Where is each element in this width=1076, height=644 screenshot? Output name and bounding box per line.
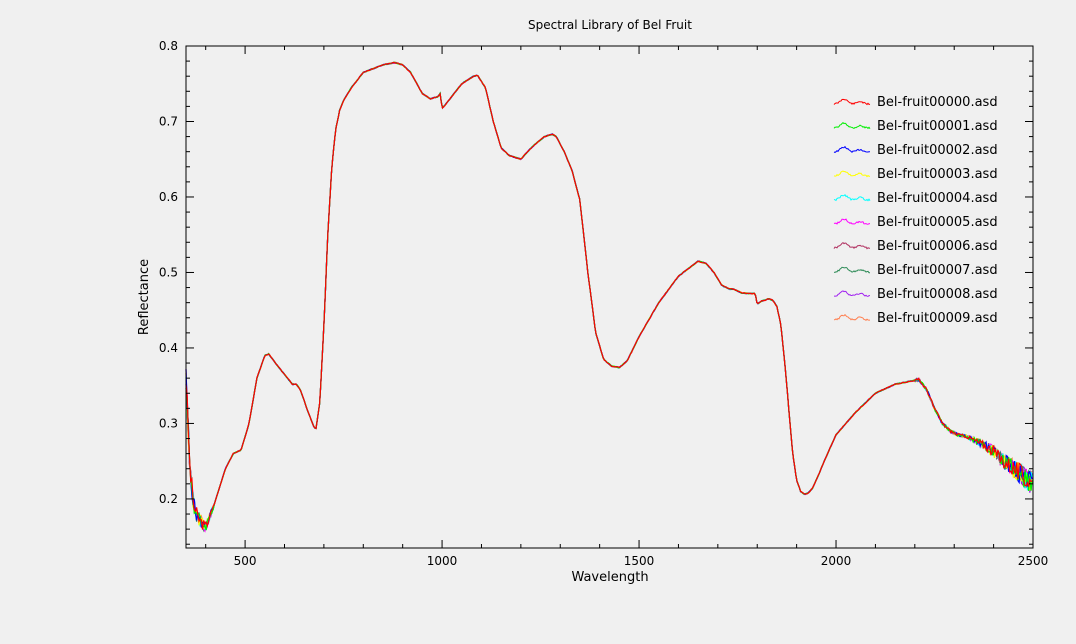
y-tick-label-6: 0.8 xyxy=(159,39,178,53)
x-tick-label-1: 1000 xyxy=(427,554,458,568)
legend-label-8: Bel-fruit00008.asd xyxy=(877,287,998,302)
x-axis-title: Wavelength xyxy=(571,570,648,585)
series-line-0 xyxy=(185,61,1033,530)
legend-swatch-7 xyxy=(833,266,870,274)
legend-swatch-5 xyxy=(833,218,871,225)
legend-swatch-4 xyxy=(833,194,871,202)
plot-frame xyxy=(185,45,1034,549)
x-tick-label-3: 2000 xyxy=(821,554,852,568)
legend-label-3: Bel-fruit00003.asd xyxy=(877,167,998,182)
y-tick-label-4: 0.6 xyxy=(159,190,178,204)
legend-swatch-3 xyxy=(833,170,871,178)
legend-label-7: Bel-fruit00007.asd xyxy=(877,263,998,278)
legend-label-6: Bel-fruit00006.asd xyxy=(877,239,998,254)
legend-swatch-6 xyxy=(833,241,870,250)
chart-title: Spectral Library of Bel Fruit xyxy=(528,18,692,32)
axis-ticks: 0.2 0.3 0.4 0.5 0.6 0.7 0.8 500 1000 1500 2000 2500 xyxy=(159,39,1048,568)
y-tick-label-5: 0.7 xyxy=(159,114,178,128)
y-tick-label-2: 0.4 xyxy=(159,341,178,355)
x-tick-label-2: 1500 xyxy=(624,554,655,568)
legend-label-1: Bel-fruit00001.asd xyxy=(877,119,998,134)
legend: Bel-fruit00000.asd Bel-fruit00001.asd Bel-… xyxy=(833,95,998,326)
legend-label-2: Bel-fruit00002.asd xyxy=(877,143,998,158)
legend-swatch-1 xyxy=(833,122,871,130)
legend-label-4: Bel-fruit00004.asd xyxy=(877,191,998,206)
legend-label-9: Bel-fruit00009.asd xyxy=(877,311,998,326)
series-layer xyxy=(185,61,1033,533)
y-tick-label-0: 0.2 xyxy=(159,492,178,506)
legend-swatch-2 xyxy=(833,145,871,154)
legend-swatch-8 xyxy=(834,290,870,297)
x-tick-label-0: 500 xyxy=(234,554,257,568)
legend-label-0: Bel-fruit00000.asd xyxy=(877,95,998,110)
y-axis-title: Reflectance xyxy=(137,259,152,335)
legend-swatch-0 xyxy=(833,98,871,106)
legend-swatch-9 xyxy=(833,313,870,321)
y-tick-label-1: 0.3 xyxy=(159,416,178,430)
x-tick-label-4: 2500 xyxy=(1018,554,1049,568)
y-tick-label-3: 0.5 xyxy=(159,265,178,279)
legend-label-5: Bel-fruit00005.asd xyxy=(877,215,998,230)
